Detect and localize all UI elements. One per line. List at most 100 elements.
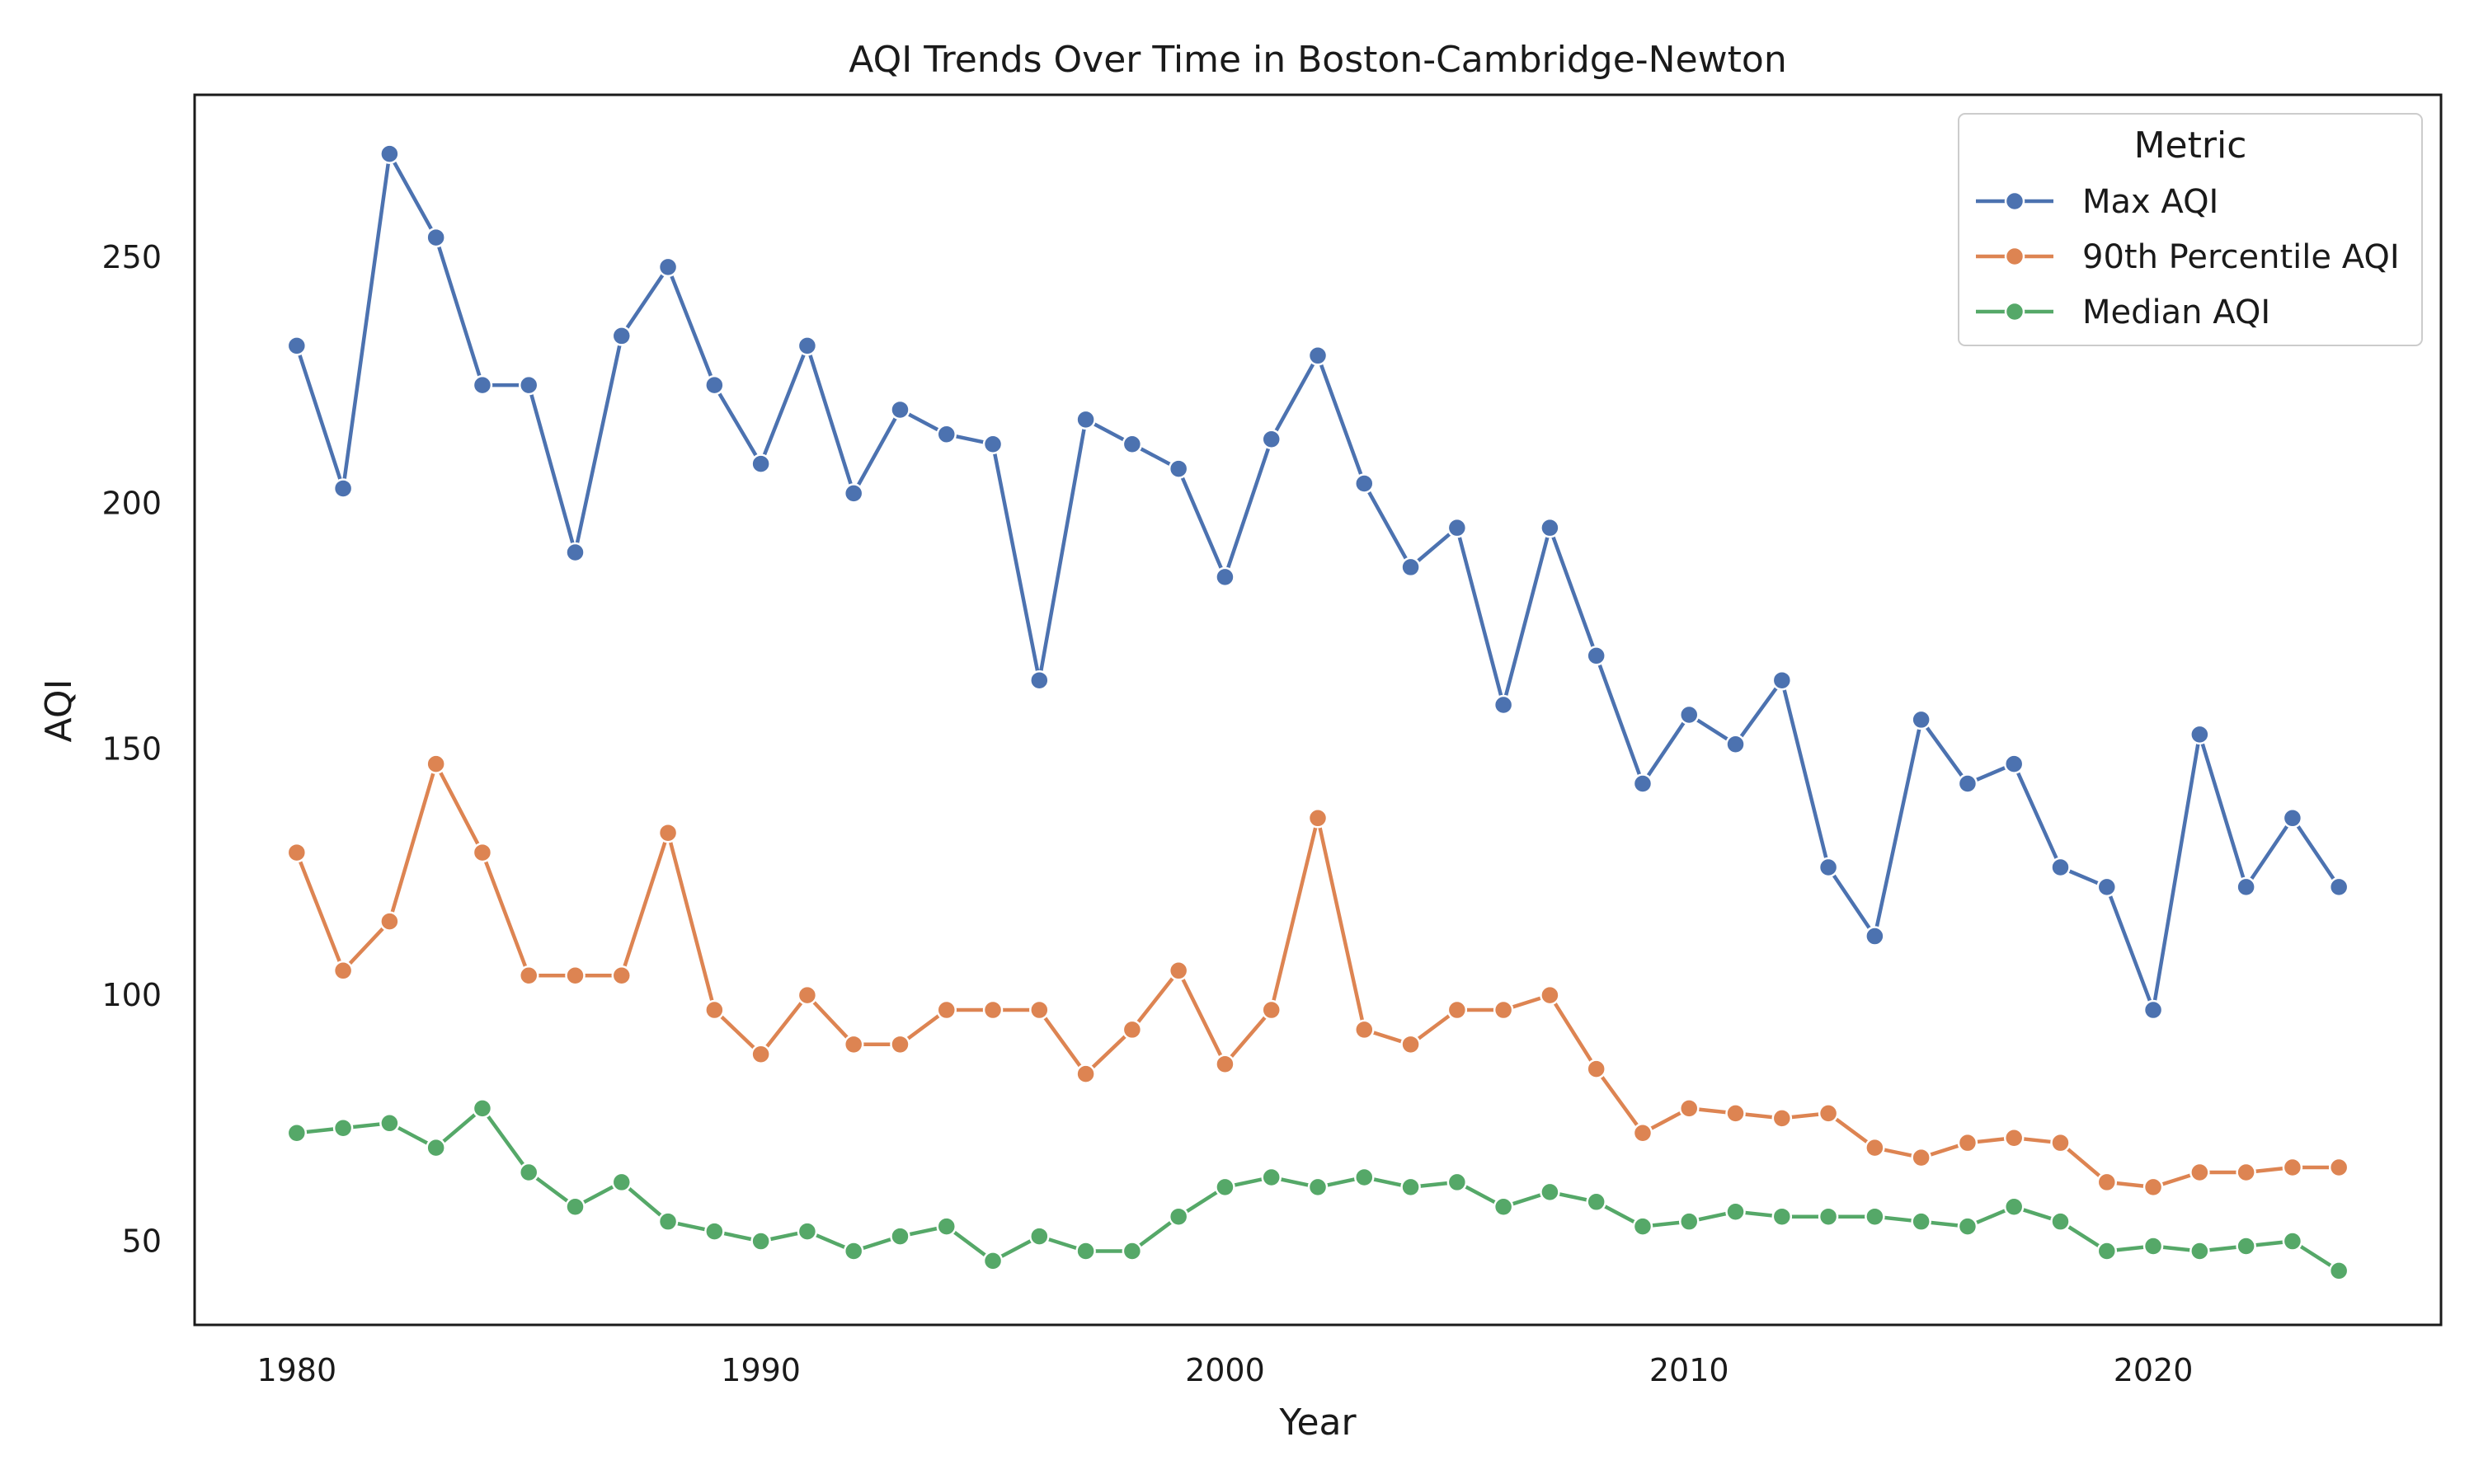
data-point-90th-percentile-aqi: [1261, 999, 1282, 1021]
data-point-median-aqi: [1446, 1172, 1468, 1193]
y-tick-label: 200: [101, 485, 162, 521]
data-point-max-aqi: [1122, 434, 1143, 454]
data-point-max-aqi: [1446, 517, 1468, 538]
data-point-90th-percentile-aqi: [890, 1034, 910, 1055]
data-point-median-aqi: [2236, 1236, 2256, 1256]
data-point-90th-percentile-aqi: [1168, 960, 1189, 981]
axis-ticks: 1980 1990 2000 2010 2020 50 100 150 200 250: [101, 239, 2193, 1388]
data-point-max-aqi: [657, 256, 679, 278]
data-point-median-aqi: [750, 1231, 771, 1252]
x-tick-label: 1990: [721, 1352, 801, 1388]
data-point-max-aqi: [2142, 999, 2164, 1021]
series-90th-percentile-aqi: [286, 754, 2349, 1198]
data-point-max-aqi: [1725, 734, 1746, 755]
data-point-max-aqi: [1261, 429, 1282, 450]
data-point-max-aqi: [1865, 926, 1885, 946]
data-point-max-aqi: [1678, 704, 1700, 726]
data-point-90th-percentile-aqi: [2236, 1162, 2256, 1183]
data-point-max-aqi: [797, 336, 818, 356]
data-point-median-aqi: [1493, 1196, 1514, 1218]
data-point-90th-percentile-aqi: [1632, 1122, 1653, 1144]
data-point-90th-percentile-aqi: [1400, 1034, 1421, 1055]
data-point-median-aqi: [1122, 1241, 1143, 1261]
data-point-max-aqi: [982, 434, 1004, 454]
y-axis-label: AQI: [38, 679, 80, 743]
series-median-aqi: [286, 1098, 2349, 1281]
x-tick-label: 2010: [1649, 1352, 1729, 1388]
data-point-median-aqi: [518, 1162, 539, 1183]
data-point-median-aqi: [1678, 1211, 1700, 1232]
data-point-median-aqi: [890, 1226, 910, 1247]
data-point-max-aqi: [286, 336, 308, 356]
data-point-max-aqi: [1586, 646, 1606, 666]
data-point-max-aqi: [518, 374, 539, 396]
data-point-median-aqi: [2282, 1231, 2303, 1252]
data-point-90th-percentile-aqi: [1029, 999, 1050, 1021]
data-point-90th-percentile-aqi: [2050, 1132, 2071, 1153]
series-max-aqi: [286, 143, 2349, 1021]
legend-label: 90th Percentile AQI: [2082, 238, 2400, 276]
data-point-median-aqi: [426, 1137, 446, 1158]
data-point-90th-percentile-aqi: [1818, 1103, 1839, 1124]
data-point-median-aqi: [936, 1216, 957, 1237]
data-point-max-aqi: [1771, 669, 1793, 691]
data-point-90th-percentile-aqi: [286, 842, 308, 863]
data-point-90th-percentile-aqi: [843, 1034, 864, 1055]
data-point-median-aqi: [704, 1221, 725, 1242]
y-tick-label: 50: [122, 1223, 162, 1260]
data-point-90th-percentile-aqi: [982, 999, 1004, 1021]
chart-title: AQI Trends Over Time in Boston-Cambridge…: [849, 39, 1786, 81]
data-point-max-aqi: [1818, 857, 1839, 878]
data-point-median-aqi: [472, 1098, 493, 1119]
data-point-90th-percentile-aqi: [611, 965, 633, 986]
data-point-median-aqi: [1586, 1191, 1606, 1213]
data-point-max-aqi: [565, 542, 586, 563]
data-point-max-aqi: [704, 374, 725, 396]
data-point-max-aqi: [1400, 556, 1421, 578]
data-point-max-aqi: [2282, 808, 2303, 829]
data-point-max-aqi: [1029, 669, 1050, 691]
data-point-median-aqi: [2003, 1196, 2025, 1218]
data-point-median-aqi: [1818, 1206, 1839, 1227]
data-point-90th-percentile-aqi: [2328, 1157, 2349, 1178]
data-point-90th-percentile-aqi: [2142, 1176, 2164, 1198]
data-point-90th-percentile-aqi: [750, 1044, 771, 1065]
data-point-median-aqi: [1957, 1216, 1978, 1237]
data-point-median-aqi: [1029, 1226, 1050, 1247]
data-point-90th-percentile-aqi: [565, 965, 586, 986]
data-point-max-aqi: [1307, 345, 1329, 366]
data-point-90th-percentile-aqi: [472, 842, 493, 863]
data-point-max-aqi: [2096, 876, 2118, 898]
legend-marker: [2004, 190, 2025, 212]
legend-marker: [2004, 246, 2025, 267]
data-point-median-aqi: [1354, 1167, 1375, 1188]
data-point-max-aqi: [2050, 857, 2071, 878]
data-point-90th-percentile-aqi: [426, 754, 446, 774]
data-point-90th-percentile-aqi: [936, 999, 957, 1021]
data-point-90th-percentile-aqi: [1540, 984, 1560, 1006]
data-point-median-aqi: [1540, 1181, 1560, 1203]
data-point-median-aqi: [657, 1211, 679, 1232]
data-point-max-aqi: [890, 399, 910, 420]
data-point-max-aqi: [750, 453, 771, 474]
data-point-max-aqi: [1911, 709, 1931, 730]
x-tick-label: 2000: [1185, 1352, 1265, 1388]
data-point-90th-percentile-aqi: [1354, 1019, 1375, 1040]
legend-item-median-aqi: Median AQI: [1976, 294, 2270, 331]
data-point-90th-percentile-aqi: [1586, 1059, 1606, 1079]
data-point-90th-percentile-aqi: [1957, 1132, 1978, 1153]
data-point-median-aqi: [1307, 1176, 1329, 1198]
data-point-median-aqi: [1168, 1206, 1189, 1227]
data-point-max-aqi: [2236, 876, 2256, 898]
data-point-median-aqi: [2142, 1236, 2164, 1256]
data-point-max-aqi: [379, 143, 400, 164]
data-point-median-aqi: [2189, 1241, 2210, 1261]
data-point-median-aqi: [332, 1118, 354, 1139]
data-point-max-aqi: [2328, 876, 2349, 898]
data-point-90th-percentile-aqi: [657, 822, 679, 843]
legend-item-max-aqi: Max AQI: [1976, 183, 2218, 221]
x-tick-label: 1980: [256, 1352, 336, 1388]
data-point-90th-percentile-aqi: [2282, 1157, 2303, 1178]
data-point-median-aqi: [1632, 1216, 1653, 1237]
